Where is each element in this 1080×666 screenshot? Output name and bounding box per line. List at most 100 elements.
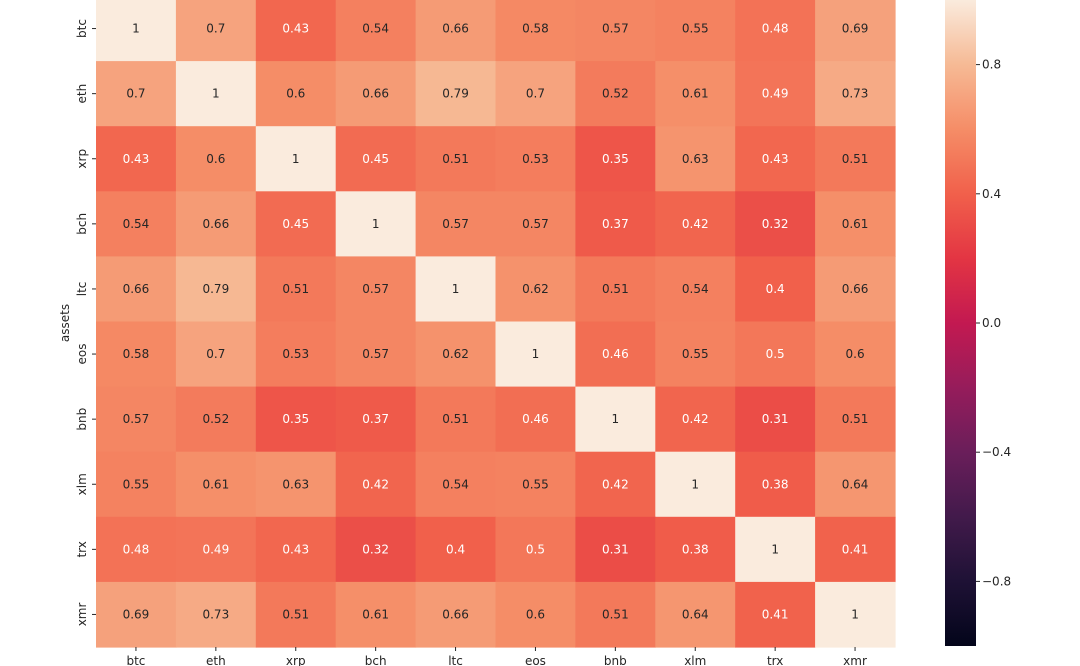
heatmap-cell-xlm-trx — [735, 451, 816, 518]
cell-label-trx-xlm: 0.38 — [682, 542, 709, 556]
cell-label-bch-xrp: 0.45 — [282, 217, 309, 231]
cell-label-xrp-btc: 0.43 — [123, 152, 150, 166]
colorbar-tick-label: 0.0 — [982, 316, 1001, 330]
heatmap-cell-xrp-trx — [735, 126, 816, 192]
x-tick-label-eth: eth — [206, 654, 226, 666]
heatmap-cell-bch-eth — [175, 191, 257, 257]
cell-label-bnb-xrp: 0.35 — [282, 412, 309, 426]
heatmap-cell-bch-trx — [735, 191, 816, 257]
heatmap-cell-eth-ltc — [415, 61, 497, 127]
heatmap-cell-eos-bnb — [575, 321, 656, 388]
cell-label-bnb-xmr: 0.51 — [842, 412, 869, 426]
cell-label-xrp-bch: 0.45 — [362, 152, 389, 166]
cell-label-eos-trx: 0.5 — [766, 347, 785, 361]
heatmap-cell-xlm-bch — [335, 451, 417, 518]
cell-label-eos-xmr: 0.6 — [846, 347, 865, 361]
colorbar-tick-label: 0.8 — [982, 58, 1001, 72]
heatmap-cell-xrp-btc — [96, 126, 177, 192]
heatmap-cell-eth-bnb — [575, 61, 656, 127]
cell-label-xmr-xrp: 0.51 — [282, 607, 309, 621]
cell-label-bch-xmr: 0.61 — [842, 217, 869, 231]
heatmap-cell-eth-xmr — [815, 61, 896, 127]
heatmap-cell-ltc-bnb — [575, 256, 656, 323]
heatmap-cell-eth-trx — [735, 61, 816, 127]
cell-label-eos-ltc: 0.62 — [442, 347, 469, 361]
heatmap-cell-xlm-bnb — [575, 451, 656, 518]
heatmap-cell-btc-trx — [735, 0, 816, 62]
heatmap-cell-xrp-eth — [175, 126, 257, 192]
heatmap-cell-bnb-btc — [96, 386, 177, 453]
cell-label-xmr-xlm: 0.64 — [682, 607, 709, 621]
heatmap-cell-ltc-bch — [335, 256, 417, 323]
cell-label-bnb-btc: 0.57 — [123, 412, 150, 426]
cell-label-bch-xlm: 0.42 — [682, 217, 709, 231]
x-tick-label-eos: eos — [525, 654, 546, 666]
cell-label-xmr-xmr: 1 — [851, 607, 859, 621]
cell-label-xrp-eos: 0.53 — [522, 152, 549, 166]
heatmap-cell-trx-xlm — [655, 516, 736, 583]
heatmap-cell-trx-xmr — [815, 516, 896, 583]
heatmap-cell-trx-trx — [735, 516, 816, 583]
cell-label-bch-bnb: 0.37 — [602, 217, 629, 231]
colorbar-tick-label: −0.4 — [982, 445, 1011, 459]
heatmap-cell-xrp-bch — [335, 126, 417, 192]
cell-label-btc-xrp: 0.43 — [282, 22, 309, 36]
y-tick-label-xrp: xrp — [75, 149, 89, 169]
heatmap-cell-bnb-xrp — [255, 386, 337, 453]
cell-label-eth-eth: 1 — [212, 87, 220, 101]
cell-label-eos-xrp: 0.53 — [282, 347, 309, 361]
heatmap-cell-btc-bch — [335, 0, 417, 62]
cell-label-xlm-xmr: 0.64 — [842, 477, 869, 491]
cell-label-xlm-trx: 0.38 — [762, 477, 789, 491]
heatmap-cell-xlm-eos — [495, 451, 576, 518]
heatmap-cell-eth-btc — [96, 61, 177, 127]
cell-label-xlm-xlm: 1 — [691, 477, 699, 491]
x-tick-label-trx: trx — [767, 654, 783, 666]
cell-label-ltc-xmr: 0.66 — [842, 282, 869, 296]
cell-label-xlm-eth: 0.61 — [202, 477, 229, 491]
heatmap-cell-ltc-trx — [735, 256, 816, 323]
cell-label-btc-xmr: 0.69 — [842, 22, 869, 36]
cell-label-eos-bnb: 0.46 — [602, 347, 629, 361]
y-tick-label-eos: eos — [75, 344, 89, 365]
cell-label-xlm-bnb: 0.42 — [602, 477, 629, 491]
heatmap-cell-xlm-xmr — [815, 451, 896, 518]
heatmap-cell-eos-ltc — [415, 321, 497, 388]
cell-label-bch-eos: 0.57 — [522, 217, 549, 231]
cell-label-trx-btc: 0.48 — [123, 542, 150, 556]
cell-label-btc-xlm: 0.55 — [682, 22, 709, 36]
cell-label-ltc-ltc: 1 — [452, 282, 460, 296]
heatmap-cell-eos-bch — [335, 321, 417, 388]
cell-label-btc-eos: 0.58 — [522, 22, 549, 36]
cell-label-xrp-ltc: 0.51 — [442, 152, 469, 166]
cell-label-btc-ltc: 0.66 — [442, 22, 469, 36]
colorbar: −0.8 −0.4 0.0 0.4 0.8 — [945, 0, 1011, 646]
cell-label-bch-ltc: 0.57 — [442, 217, 469, 231]
heatmap-cell-ltc-ltc — [415, 256, 497, 323]
heatmap-cell-xrp-ltc — [415, 126, 497, 192]
heatmap-cell-ltc-xlm — [655, 256, 736, 323]
cell-label-trx-eth: 0.49 — [202, 542, 229, 556]
heatmap-cell-bch-btc — [96, 191, 177, 257]
heatmap-cell-xmr-eos — [495, 581, 576, 648]
cell-label-xlm-eos: 0.55 — [522, 477, 549, 491]
cell-label-ltc-eth: 0.79 — [202, 282, 229, 296]
heatmap-cell-trx-eos — [495, 516, 576, 583]
cell-label-bnb-trx: 0.31 — [762, 412, 789, 426]
heatmap-cell-bnb-xlm — [655, 386, 736, 453]
cell-label-bnb-bnb: 1 — [612, 412, 620, 426]
heatmap-cell-xmr-eth — [175, 581, 257, 648]
cell-label-xmr-ltc: 0.66 — [442, 607, 469, 621]
heatmap-cell-btc-eos — [495, 0, 576, 62]
cell-label-xlm-ltc: 0.54 — [442, 477, 469, 491]
heatmap-cell-xmr-xmr — [815, 581, 896, 648]
heatmap-cell-bch-bch — [335, 191, 417, 257]
cell-label-xmr-btc: 0.69 — [123, 607, 150, 621]
y-axis: btc eth xrp bch ltc eos bnb xlm trx xmr — [75, 19, 96, 626]
cell-label-bnb-bch: 0.37 — [362, 412, 389, 426]
y-tick-label-bch: bch — [75, 213, 89, 235]
y-tick-label-trx: trx — [75, 541, 89, 557]
cell-label-ltc-eos: 0.62 — [522, 282, 549, 296]
cell-label-xmr-bch: 0.61 — [362, 607, 389, 621]
